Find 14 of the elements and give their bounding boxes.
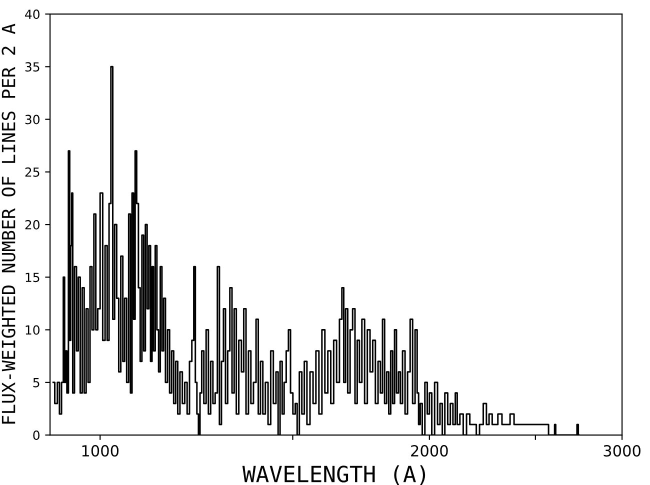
y-tick-label: 20	[25, 220, 40, 230]
x-tick-label: 1000	[82, 445, 119, 457]
y-axis-title: FLUX-WEIGHTED NUMBER OF LINES PER 2 A	[2, 24, 16, 424]
y-tick-label: 0	[33, 430, 40, 440]
y-tick-label: 5	[33, 378, 40, 388]
y-tick-label: 40	[25, 10, 40, 19]
x-tick-label: 3000	[604, 445, 640, 457]
y-tick-label: 10	[26, 325, 40, 335]
y-tick-label: 30	[25, 114, 40, 124]
y-tick-label: 35	[25, 62, 40, 72]
y-tick-label: 15	[26, 272, 40, 282]
x-axis-title: WAVELENGTH (A)	[242, 465, 426, 485]
y-tick-label: 25	[25, 167, 40, 177]
x-tick-label: 2000	[411, 445, 448, 457]
